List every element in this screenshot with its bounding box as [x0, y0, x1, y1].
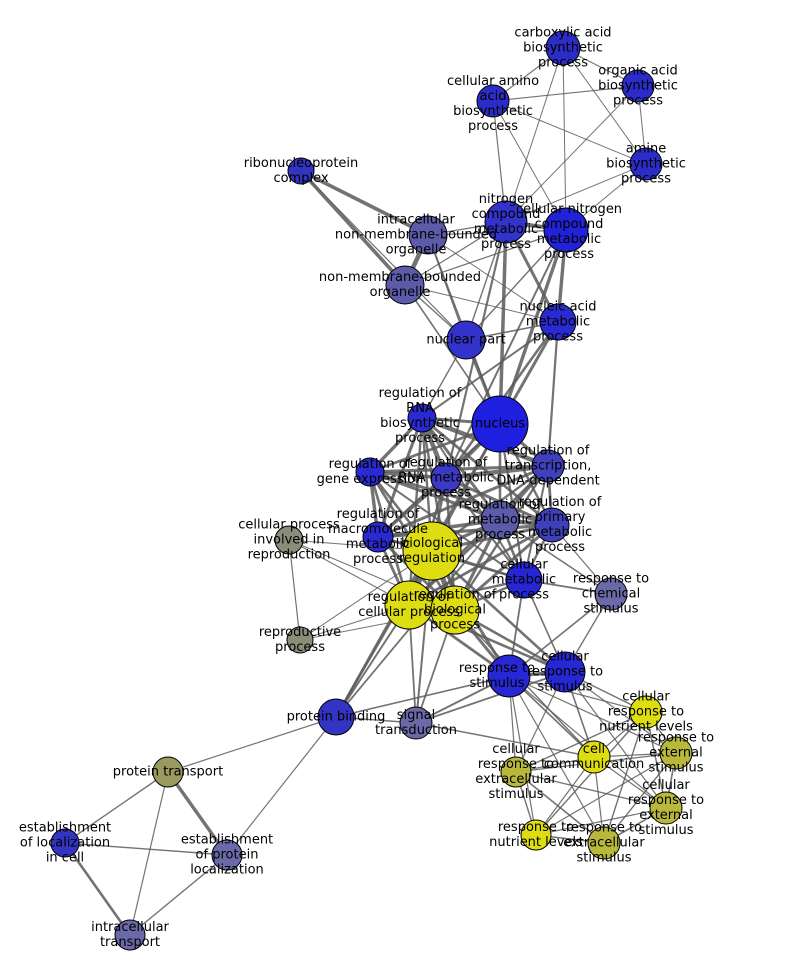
graph-node-cellular-response-to-stimulus[interactable] [544, 651, 586, 693]
graph-edge [299, 169, 407, 287]
graph-node-regulation-of-rna-metabolic-process[interactable] [430, 462, 462, 494]
graph-node-response-to-chemical-stimulus[interactable] [594, 577, 628, 611]
graph-edge [376, 417, 424, 538]
graph-edge [64, 771, 169, 844]
graph-edge [492, 85, 639, 102]
graph-edge [603, 711, 647, 844]
graph-node-regulation-of-transcription-dna-dependent[interactable] [531, 449, 565, 483]
graph-node-biological-regulation[interactable] [402, 521, 462, 581]
graph-edge [603, 752, 677, 844]
graph-edge [508, 593, 612, 677]
graph-node-cellular-response-to-nutrient-levels[interactable] [629, 695, 663, 729]
graph-edge [562, 47, 647, 165]
graph-node-nucleic-acid-metabolic-process[interactable] [539, 303, 577, 341]
graph-node-non-membrane-bounded-organelle[interactable] [385, 265, 425, 305]
graph-node-cellular-metabolic-process[interactable] [505, 561, 543, 599]
graph-edge [508, 675, 647, 713]
graph-edge [377, 523, 553, 539]
graph-edge [129, 854, 228, 936]
graph-edge [369, 464, 549, 474]
graph-edge [515, 771, 605, 844]
graph-edge [515, 771, 667, 809]
graph-node-amine-biosynthetic-process[interactable] [629, 147, 663, 181]
graph-node-regulation-of-gene-expression[interactable] [355, 457, 385, 487]
graph-edge [404, 284, 559, 323]
graph-edge [377, 464, 549, 539]
graph-node-regulation-of-metabolic-process[interactable] [480, 500, 520, 540]
graph-edge [64, 842, 228, 856]
nodes-layer [50, 30, 693, 951]
graph-node-nucleus[interactable] [471, 395, 529, 453]
graph-node-response-to-extracellular-stimulus[interactable] [587, 826, 621, 860]
graph-edge [369, 470, 553, 527]
graph-node-regulation-of-rna-biosynthetic-process[interactable] [407, 403, 437, 433]
graph-edge [492, 100, 647, 165]
graph-node-cellular-process-involved-in-reproduction[interactable] [274, 525, 304, 555]
graph-edge [505, 85, 639, 223]
graph-node-cellular-amino-acid-biosynthetic-process[interactable] [476, 84, 510, 118]
graph-edge [515, 711, 647, 773]
graph-node-ribonucleoprotein-complex[interactable] [287, 157, 315, 185]
graph-node-regulation-of-cellular-process[interactable] [384, 580, 434, 630]
graph-node-regulation-of-macromolecule-metabolic-process[interactable] [362, 521, 394, 553]
graph-edge [288, 539, 301, 641]
graph-node-cellular-response-to-external-stimulus[interactable] [649, 791, 683, 825]
graph-edge [431, 550, 566, 673]
graph-edge [505, 163, 647, 223]
graph-edge [427, 234, 559, 323]
graph-edge [505, 47, 564, 223]
edges-layer [63, 47, 677, 936]
graph-edge [465, 229, 567, 341]
graph-edge [535, 711, 647, 836]
graph-node-response-to-external-stimulus[interactable] [659, 736, 693, 770]
graph-edge [564, 671, 677, 754]
graph-edge [226, 716, 337, 856]
graph-edge [369, 470, 501, 522]
graph-edge [300, 170, 467, 341]
graph-edge [508, 675, 537, 836]
graph-edge [63, 842, 132, 936]
graph-node-establishment-of-localization-in-cell[interactable] [50, 828, 80, 858]
graph-edge [508, 675, 677, 754]
graph-edge [499, 519, 612, 595]
graph-edge [535, 807, 667, 836]
graph-node-signal-transduction[interactable] [399, 706, 433, 740]
graph-edge [564, 671, 667, 809]
graph-node-cell-communication[interactable] [577, 740, 611, 774]
graph-node-response-to-nutrient-levels[interactable] [520, 819, 552, 851]
graph-edge [166, 771, 229, 856]
graph-edge [508, 675, 605, 844]
graph-node-regulation-of-primary-metabolic-process[interactable] [534, 507, 570, 543]
graph-node-response-to-stimulus[interactable] [487, 654, 531, 698]
graph-node-reproductive-process[interactable] [286, 626, 314, 654]
graph-edge [167, 716, 337, 773]
graph-node-nuclear-part[interactable] [446, 320, 486, 360]
graph-edge [407, 417, 424, 606]
graph-edge [546, 321, 560, 467]
graph-node-cellular-nitrogen-compound-metabolic-process[interactable] [543, 207, 589, 253]
graph-node-organic-acid-biosynthetic-process[interactable] [621, 69, 655, 103]
graph-node-protein-binding[interactable] [317, 698, 355, 736]
graph-edge [415, 722, 595, 758]
graph-node-nitrogen-compound-metabolic-process[interactable] [484, 200, 528, 244]
graph-edge [415, 671, 566, 724]
graph-edge [300, 169, 429, 237]
graph-node-regulation-of-biological-process[interactable] [430, 585, 480, 635]
graph-edge [404, 229, 567, 286]
graph-node-intracellular-transport[interactable] [114, 919, 146, 951]
graph-node-establishment-of-protein-localization[interactable] [211, 839, 243, 871]
graph-edge [421, 321, 559, 419]
graph-node-intracellular-non-membrane-bounded-organelle[interactable] [408, 215, 448, 255]
graph-edge [492, 100, 567, 231]
graph-node-cellular-response-to-extracellular-stimulus[interactable] [500, 756, 532, 788]
graph-node-carboxylic-acid-biosynthetic-process[interactable] [545, 30, 581, 66]
graph-node-protein-transport[interactable] [152, 756, 184, 788]
graph-edge [562, 47, 567, 231]
graph-edge [498, 221, 508, 425]
graph-edge [335, 675, 510, 718]
graph-edge [129, 771, 169, 936]
